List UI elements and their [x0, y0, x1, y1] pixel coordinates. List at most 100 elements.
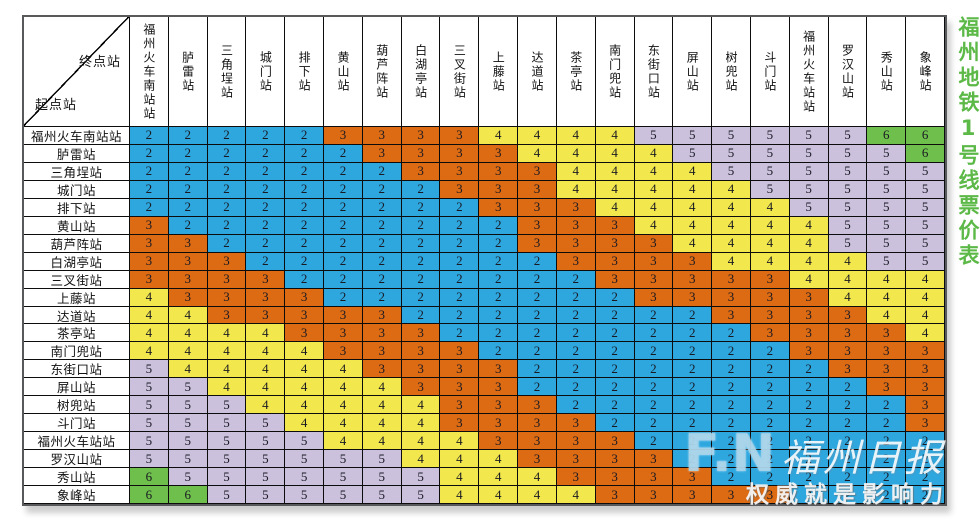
- fare-value: 2: [572, 271, 580, 287]
- column-header: 屏山站: [673, 17, 713, 127]
- fare-cell: 2: [285, 162, 325, 181]
- fare-value: 4: [378, 432, 386, 448]
- fare-value: 2: [805, 432, 812, 448]
- fare-cell: 3: [556, 414, 596, 433]
- fare-cell: 5: [750, 144, 790, 163]
- fare-value: 2: [650, 306, 657, 322]
- fare-cell: 4: [867, 306, 907, 325]
- fare-cell: 5: [207, 486, 247, 504]
- fare-cell: 4: [556, 180, 596, 199]
- fare-cell: 2: [634, 342, 674, 361]
- fare-value: 3: [883, 324, 890, 340]
- fare-value: 5: [688, 145, 696, 161]
- fare-cell: 3: [789, 342, 829, 361]
- fare-value: 4: [727, 181, 735, 197]
- fare-cell: 3: [324, 306, 363, 325]
- fare-value: 2: [300, 199, 308, 215]
- fare-cell: 4: [285, 360, 325, 379]
- fare-cell: 2: [285, 180, 325, 199]
- fare-value: 4: [727, 253, 735, 269]
- fare-value: 4: [921, 289, 929, 305]
- fare-value: 5: [650, 127, 657, 143]
- fare-value: 5: [223, 468, 230, 484]
- fare-cell: 3: [440, 144, 480, 163]
- fare-cell: 5: [130, 360, 169, 379]
- fare-value: 2: [417, 199, 424, 215]
- row-header-label: 象峰站: [56, 489, 96, 504]
- fare-cell: 2: [828, 486, 868, 504]
- fare-value: 3: [766, 289, 774, 305]
- fare-value: 2: [300, 235, 308, 251]
- fare-cell: 4: [246, 324, 286, 343]
- fare-value: 2: [572, 306, 580, 322]
- fare-value: 4: [688, 199, 696, 215]
- fare-value: 5: [184, 414, 191, 430]
- fare-cell: 3: [362, 342, 402, 361]
- fare-value: 2: [727, 468, 735, 484]
- fare-cell: 3: [556, 432, 596, 451]
- fare-cell: 2: [246, 198, 286, 217]
- fare-value: 3: [533, 396, 541, 412]
- column-header: 树兜站: [712, 17, 751, 127]
- fare-cell: 4: [285, 342, 325, 361]
- fare-value: 5: [766, 163, 774, 179]
- column-header-label: 东街口站: [646, 43, 661, 100]
- fare-cell: 5: [634, 127, 674, 145]
- fare-value: 2: [805, 414, 812, 430]
- fare-value: 3: [494, 432, 502, 448]
- fare-value: 3: [533, 235, 541, 251]
- fare-cell: 5: [130, 450, 169, 469]
- fare-cell: 3: [440, 342, 480, 361]
- fare-cell: 2: [168, 198, 208, 217]
- fare-cell: 3: [518, 414, 557, 433]
- fare-value: 2: [727, 432, 735, 448]
- fare-cell: 3: [401, 342, 441, 361]
- fare-value: 6: [921, 127, 929, 143]
- fare-cell: 3: [168, 234, 208, 253]
- fare-cell: 5: [168, 468, 208, 487]
- fare-cell: 2: [789, 414, 829, 433]
- fare-cell: 2: [324, 198, 363, 217]
- fare-value: 2: [494, 306, 502, 322]
- fare-cell: 3: [168, 270, 208, 289]
- row-header: 白湖亭站: [24, 252, 130, 271]
- column-header-label: 黄山站: [335, 50, 350, 93]
- fare-value: 4: [727, 217, 735, 233]
- fare-cell: 4: [207, 342, 247, 361]
- fare-value: 2: [921, 486, 929, 502]
- fare-value: 2: [533, 360, 541, 376]
- row-header: 三角埕站: [24, 162, 130, 181]
- fare-value: 3: [650, 468, 657, 484]
- fare-cell: 3: [595, 234, 635, 253]
- fare-cell: 5: [789, 198, 829, 217]
- fare-cell: 4: [673, 216, 713, 235]
- origin-axis-label: 起点站: [35, 97, 78, 112]
- fare-cell: 5: [673, 127, 713, 145]
- fare-value: 5: [883, 235, 890, 251]
- fare-cell: 3: [828, 306, 868, 325]
- row-header: 黄山站: [24, 216, 130, 235]
- row-header-label: 福州火车南站站: [30, 129, 122, 144]
- fare-value: 3: [533, 414, 541, 430]
- fare-value: 6: [145, 486, 153, 502]
- row-header-label: 城门站: [56, 183, 96, 198]
- fare-value: 3: [262, 271, 269, 287]
- fare-value: 2: [378, 235, 386, 251]
- fare-cell: 3: [362, 127, 402, 145]
- fare-cell: 3: [130, 270, 169, 289]
- fare-value: 4: [572, 163, 580, 179]
- fare-cell: 3: [518, 216, 557, 235]
- row-header-label: 东街口站: [50, 363, 103, 378]
- fare-value: 2: [766, 342, 774, 358]
- fare-cell: 2: [789, 378, 829, 397]
- fare-cell: 4: [401, 432, 441, 451]
- fare-cell: 3: [401, 162, 441, 181]
- fare-cell: 2: [362, 216, 402, 235]
- fare-cell: 2: [556, 396, 596, 415]
- fare-value: 2: [727, 414, 735, 430]
- fare-cell: 2: [285, 198, 325, 217]
- fare-value: 2: [844, 468, 851, 484]
- fare-value: 3: [611, 450, 618, 466]
- fare-value: 4: [805, 253, 812, 269]
- fare-value: 5: [844, 127, 851, 143]
